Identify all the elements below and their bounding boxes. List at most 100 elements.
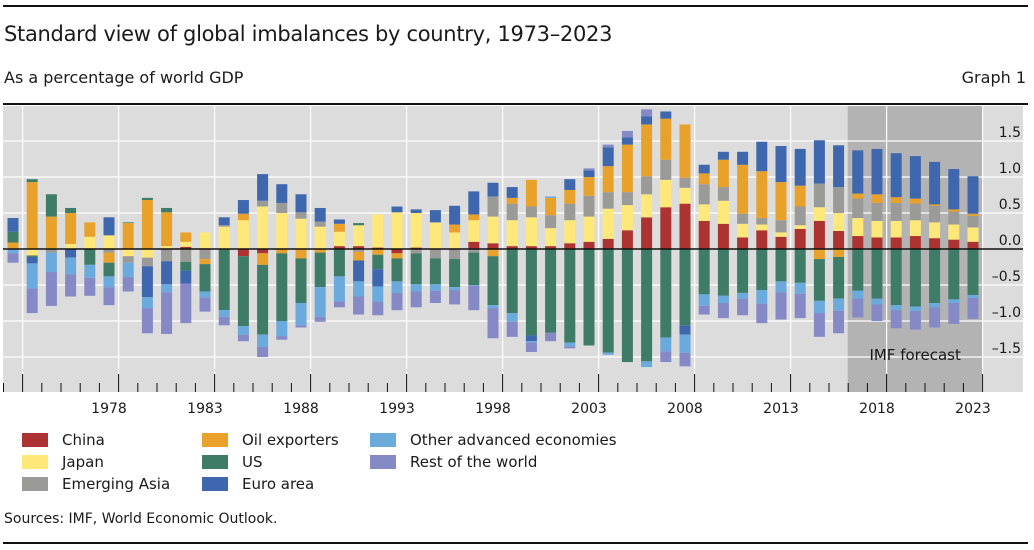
bar-segment-other-advanced-economies	[852, 290, 864, 299]
bar-segment-china	[967, 241, 979, 249]
bar-segment-us	[525, 249, 537, 336]
bar-segment-japan	[545, 228, 557, 247]
bar-segment-rest-of-the-world	[967, 297, 979, 319]
bar-segment-euro-area	[564, 179, 576, 190]
bar-segment-japan	[602, 208, 614, 239]
bar-stack-1990	[333, 219, 345, 308]
bar-segment-us	[794, 249, 806, 283]
bar-segment-us	[65, 207, 77, 213]
bar-segment-us	[833, 256, 845, 299]
bar-segment-japan	[429, 222, 441, 249]
bar-segment-us	[372, 254, 384, 270]
bar-segment-emerging-asia	[449, 249, 461, 260]
bar-stack-2014	[794, 148, 806, 319]
bar-segment-euro-area	[218, 217, 230, 226]
bar-segment-other-advanced-economies	[737, 292, 749, 299]
bar-segment-other-advanced-economies	[698, 294, 710, 306]
bar-segment-us	[506, 249, 518, 314]
bar-segment-japan	[871, 220, 883, 238]
bar-stack-1984	[218, 217, 230, 326]
bar-segment-oil-exporters	[237, 213, 249, 221]
bar-segment-china	[468, 241, 480, 249]
bar-stack-2002	[564, 179, 576, 349]
bar-segment-rest-of-the-world	[276, 336, 288, 340]
bar-segment-japan	[775, 232, 787, 237]
bar-segment-emerging-asia	[353, 249, 365, 252]
bar-segment-us	[295, 258, 307, 303]
bar-segment-japan	[794, 225, 806, 229]
bar-segment-us	[948, 249, 960, 300]
bar-segment-emerging-asia	[525, 206, 537, 218]
bar-segment-rest-of-the-world	[775, 292, 787, 320]
bar-segment-euro-area	[180, 270, 192, 284]
bar-segment-china	[756, 230, 768, 249]
bar-segment-oil-exporters	[679, 124, 691, 178]
bar-segment-oil-exporters	[199, 259, 211, 265]
bar-segment-japan	[813, 207, 825, 221]
bar-segment-us	[852, 249, 864, 291]
bar-segment-oil-exporters	[698, 173, 710, 185]
bar-segment-other-advanced-economies	[372, 286, 384, 302]
bar-segment-emerging-asia	[929, 205, 941, 223]
legend-label: Japan	[62, 453, 104, 471]
bar-segment-emerging-asia	[122, 256, 134, 263]
bar-stack-2018	[871, 148, 883, 321]
bar-segment-euro-area	[65, 249, 77, 258]
bar-segment-emerging-asia	[276, 202, 288, 213]
bar-segment-us	[276, 253, 288, 321]
bar-segment-rest-of-the-world	[660, 351, 672, 363]
bar-segment-oil-exporters	[65, 213, 77, 244]
x-tick-label: 2023	[955, 401, 991, 417]
bar-segment-emerging-asia	[314, 221, 326, 227]
bar-segment-other-advanced-economies	[756, 290, 768, 304]
bar-stack-2021	[929, 161, 941, 328]
bar-segment-euro-area	[141, 266, 153, 298]
bar-segment-rest-of-the-world	[506, 321, 518, 337]
legend-label: Emerging Asia	[62, 475, 171, 493]
bar-segment-other-advanced-economies	[909, 306, 921, 311]
x-ticks	[3, 374, 984, 392]
bar-segment-emerging-asia	[103, 249, 115, 253]
bar-segment-oil-exporters	[468, 214, 480, 221]
bar-segment-euro-area	[717, 151, 729, 160]
bar-segment-china	[679, 203, 691, 249]
bar-segment-china	[833, 231, 845, 249]
bar-segment-euro-area	[468, 191, 480, 215]
bar-segment-rest-of-the-world	[833, 310, 845, 334]
bar-segment-other-advanced-economies	[833, 298, 845, 311]
bar-segment-us	[564, 249, 576, 343]
bar-segment-rest-of-the-world	[84, 277, 96, 296]
bar-segment-rest-of-the-world	[621, 130, 633, 138]
bar-segment-rest-of-the-world	[871, 304, 883, 321]
bar-segment-japan	[833, 213, 845, 231]
bar-segment-emerging-asia	[545, 215, 557, 229]
bar-segment-other-advanced-economies	[391, 281, 403, 293]
bar-segment-other-advanced-economies	[429, 284, 441, 291]
bar-segment-other-advanced-economies	[449, 287, 461, 291]
bar-segment-us	[698, 249, 710, 295]
bar-stack-2022	[948, 169, 960, 324]
bar-segment-china	[602, 238, 614, 249]
bar-segment-other-advanced-economies	[65, 257, 77, 275]
bar-segment-euro-area	[967, 176, 979, 214]
bar-segment-rest-of-the-world	[141, 308, 153, 334]
bar-segment-oil-exporters	[890, 197, 902, 203]
bar-segment-oil-exporters	[314, 249, 326, 253]
bar-segment-euro-area	[391, 206, 403, 213]
bar-segment-emerging-asia	[794, 206, 806, 226]
bar-segment-emerging-asia	[641, 176, 653, 195]
bar-segment-emerging-asia	[257, 200, 269, 207]
bar-segment-other-advanced-economies	[775, 281, 787, 293]
bar-segment-other-advanced-economies	[487, 305, 499, 309]
bar-segment-rest-of-the-world	[7, 253, 19, 263]
bar-segment-euro-area	[276, 184, 288, 203]
bar-segment-oil-exporters	[487, 249, 499, 257]
bar-segment-other-advanced-economies	[602, 352, 614, 355]
bar-segment-us	[583, 249, 595, 346]
bar-segment-china	[353, 246, 365, 249]
bar-segment-oil-exporters	[103, 252, 115, 263]
bar-segment-oil-exporters	[621, 144, 633, 193]
bar-segment-oil-exporters	[506, 197, 518, 204]
bar-segment-rest-of-the-world	[122, 277, 134, 292]
legend-item-euro-area: Euro area	[202, 473, 314, 495]
